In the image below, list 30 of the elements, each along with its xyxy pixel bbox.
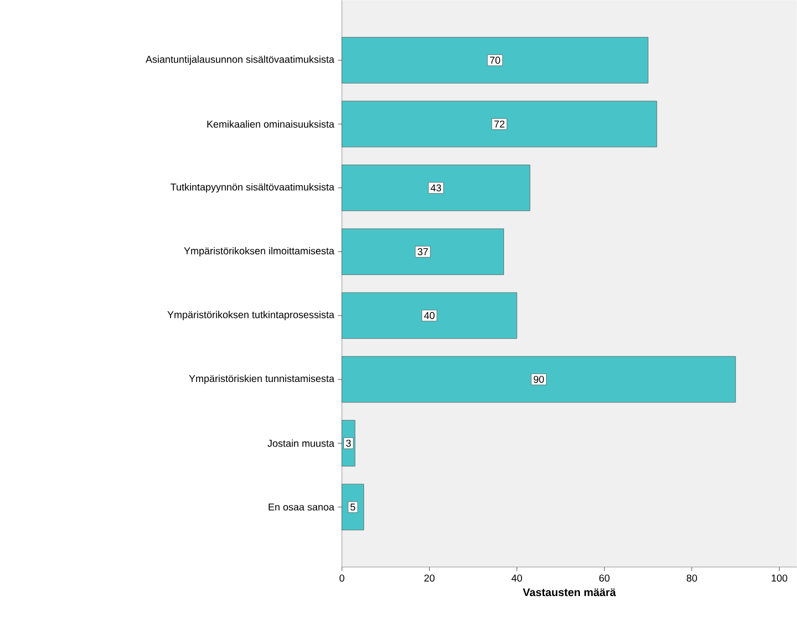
- y-tick-label: En osaa sanoa: [268, 504, 334, 511]
- bar: [342, 484, 364, 530]
- bar: [342, 292, 518, 339]
- data-label: 43: [430, 184, 442, 192]
- x-tick-label: 80: [686, 574, 697, 582]
- x-tick-label: 40: [512, 574, 522, 582]
- data-label: 5: [350, 504, 356, 511]
- y-tick-label: Ympäristörikoksen tutkintaprosessista: [167, 310, 334, 320]
- data-label: 40: [424, 312, 435, 320]
- y-tick-label: Tutkintapyynnön sisältövaatimuksista: [170, 183, 334, 192]
- data-label: 90: [534, 376, 544, 383]
- y-tick-label: Jostain muusta: [268, 440, 334, 447]
- data-label: 70: [490, 56, 500, 64]
- bar: [342, 164, 530, 212]
- y-tick-label: Ympäristörikoksen ilmoittamisesta: [184, 247, 334, 256]
- x-tick-label: 100: [772, 574, 788, 582]
- y-tick-label: Kemikaalien ominaisuuksista: [207, 120, 334, 128]
- x-tick-label: 0: [340, 574, 344, 582]
- bar: [342, 100, 658, 148]
- y-tick-label: Ympäristöriskien tunnistamisesta: [189, 374, 334, 384]
- data-label: 37: [418, 248, 428, 256]
- bar: [342, 228, 504, 275]
- x-tick-label: 20: [424, 574, 435, 582]
- bar: [342, 356, 736, 403]
- x-axis-title: Vastausten määrä: [522, 588, 616, 596]
- bar: [342, 37, 648, 84]
- data-label: 72: [494, 120, 504, 128]
- data-label: 3: [346, 440, 351, 447]
- y-tick-label: Asiantuntijalausunnon sisältövaatimuksista: [146, 56, 334, 65]
- x-tick-label: 60: [599, 574, 610, 582]
